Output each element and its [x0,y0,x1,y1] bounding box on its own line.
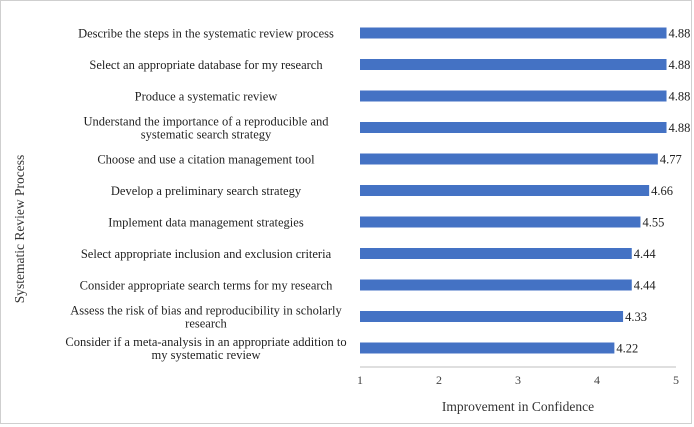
bar [360,216,641,228]
category-label-line: research [185,317,227,331]
bar [360,342,615,354]
bar [360,185,650,196]
category-label: Choose and use a citation management too… [97,153,315,167]
bar-value-label: 4.88 [669,58,691,72]
y-axis-title: Systematic Review Process [12,155,27,303]
category-label: Develop a preliminary search strategy [111,184,302,198]
bar [360,153,658,165]
category-labels-group: Describe the steps in the systematic rev… [65,27,346,363]
bar [360,279,632,291]
category-label: Describe the steps in the systematic rev… [78,27,334,41]
category-label-line: Consider if a meta-analysis in an approp… [65,335,346,349]
category-label: Consider if a meta-analysis in an approp… [65,335,346,362]
category-label: Produce a systematic review [135,90,278,104]
x-tick-labels-group: 1 2 3 4 5 [357,373,679,387]
category-label: Implement data management strategies [108,216,304,230]
x-tick-label: 4 [594,373,600,387]
category-label-line: Choose and use a citation management too… [97,153,315,167]
category-label-line: Select appropriate inclusion and exclusi… [81,247,332,261]
bar-value-label: 4.88 [669,27,691,41]
category-label-line: Consider appropriate search terms for my… [80,279,333,293]
bar-value-label: 4.44 [634,279,657,293]
category-label: Select an appropriate database for my re… [89,58,323,72]
category-label-line: my systematic review [152,348,261,362]
category-label: Consider appropriate search terms for my… [80,279,333,293]
bar-value-label: 4.55 [642,216,664,230]
category-label-line: Describe the steps in the systematic rev… [78,27,334,41]
bar [360,122,667,133]
category-label: Select appropriate inclusion and exclusi… [81,247,332,261]
bar [360,90,667,102]
bar [360,59,667,70]
category-label-line: Assess the risk of bias and reproducibil… [70,304,342,318]
bar [360,27,667,39]
bar-value-label: 4.44 [634,247,657,261]
x-tick-label: 5 [673,373,679,387]
x-tick-label: 2 [436,373,442,387]
value-labels-group: 4.88 4.88 4.88 4.88 4.77 4.66 4.55 4.44 4.44 4.33… [616,27,690,356]
x-tick-label: 3 [515,373,521,387]
bar-value-label: 4.77 [660,153,682,167]
category-label-line: Develop a preliminary search strategy [111,184,302,198]
category-label-line: systematic search strategy [141,128,272,142]
category-label-line: Produce a systematic review [135,90,278,104]
category-label-line: Implement data management strategies [108,216,304,230]
x-axis-title: Improvement in Confidence [442,399,594,414]
bar-value-label: 4.22 [616,342,638,356]
bar-value-label: 4.88 [669,121,691,135]
bar-value-label: 4.66 [651,184,673,198]
category-label-line: Select an appropriate database for my re… [89,58,323,72]
bar [360,248,632,259]
category-label-line: Understand the importance of a reproduci… [83,115,329,129]
bars-group [360,27,667,354]
x-tick-label: 1 [357,373,363,387]
bar-value-label: 4.33 [625,310,647,324]
bar [360,311,624,322]
category-label: Understand the importance of a reproduci… [83,115,329,142]
bar-value-label: 4.88 [669,90,691,104]
category-label: Assess the risk of bias and reproducibil… [70,304,342,331]
